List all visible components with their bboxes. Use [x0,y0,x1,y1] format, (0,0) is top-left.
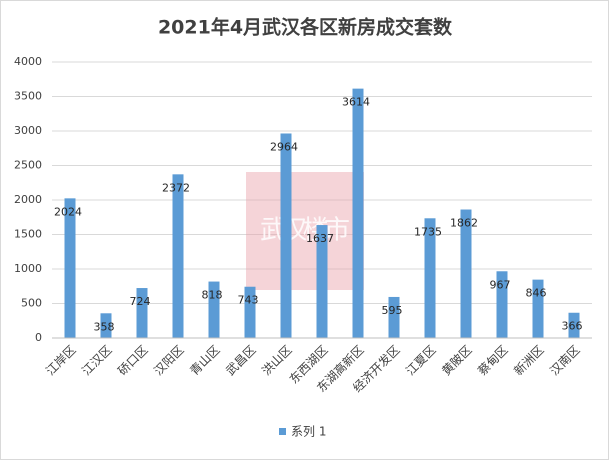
data-label: 818 [202,289,223,302]
y-tick-label: 3500 [14,90,42,103]
bar [136,288,148,338]
data-label: 846 [526,287,547,300]
data-label: 2964 [270,140,298,153]
bar [388,296,400,338]
bar [568,312,580,338]
bar [424,218,436,338]
data-label: 1637 [306,232,334,245]
y-tick-label: 500 [21,297,42,310]
bar [64,198,76,338]
legend-swatch [279,428,286,435]
bar [496,271,508,338]
y-tick-label: 3000 [14,124,42,137]
chart-title: 2021年4月武汉各区新房成交套数 [158,16,453,39]
data-label: 724 [130,295,151,308]
watermark: 武汉楼市 [246,172,364,290]
bar [280,133,292,338]
data-label: 1862 [450,217,478,230]
bar [100,313,112,338]
y-tick-label: 1500 [14,228,42,241]
data-label: 3614 [342,96,370,109]
data-label: 358 [94,320,115,333]
bar [316,225,328,338]
y-tick-label: 0 [35,331,42,344]
bar [352,88,364,338]
bar [460,209,472,338]
y-tick-label: 4000 [14,55,42,68]
data-label: 967 [490,278,511,291]
watermark-text: 武汉楼市 [260,216,350,246]
data-label: 743 [238,294,259,307]
bar [244,286,256,338]
data-label: 2024 [54,205,82,218]
y-tick-label: 1000 [14,262,42,275]
data-label: 366 [562,320,583,333]
bar [532,279,544,338]
data-label: 2372 [162,181,190,194]
y-tick-label: 2500 [14,159,42,172]
bar [208,281,220,338]
y-tick-label: 2000 [14,193,42,206]
legend-label: 系列 1 [291,425,326,439]
watermark-box [246,172,364,290]
data-label: 1735 [414,225,442,238]
bar [172,174,184,338]
data-label: 595 [382,304,403,317]
